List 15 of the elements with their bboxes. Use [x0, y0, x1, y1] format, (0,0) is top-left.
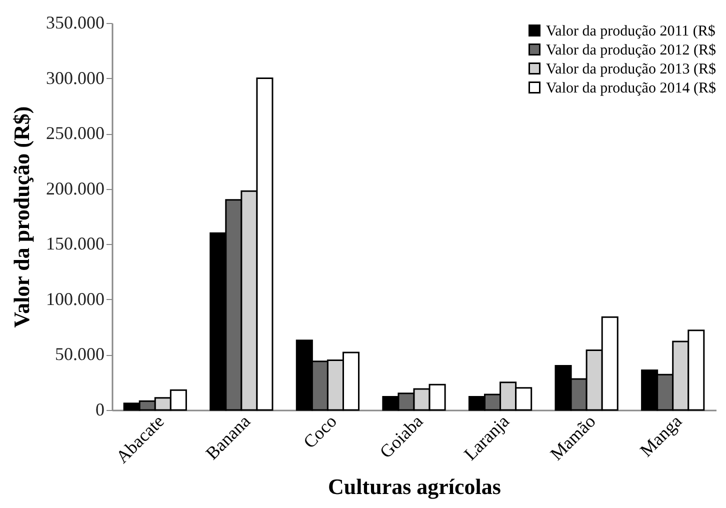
legend-label: Valor da produção 2013 (R$: [546, 62, 716, 78]
x-axis-title: Culturas agrícolas: [328, 474, 502, 499]
legend-label: Valor da produção 2014 (R$: [546, 80, 716, 96]
y-tick-label: 350.000: [46, 12, 104, 32]
x-tick-label: Coco: [299, 411, 340, 452]
y-tick-label: 250.000: [46, 123, 104, 144]
legend-label: Valor da produção 2012 (R$: [546, 42, 716, 58]
y-tick-label: 0: [96, 400, 104, 420]
y-tick-label: 300.000: [46, 68, 104, 88]
y-tick-label: 200.000: [46, 178, 104, 198]
y-tick-label: 150.000: [46, 234, 104, 254]
legend-label: Valor da produção 2011 (R$: [546, 24, 716, 40]
y-axis-title: Valor da produção (R$): [9, 106, 34, 328]
y-tick-label: 50.000: [55, 344, 104, 364]
y-tick-label: 100.000: [46, 288, 104, 309]
